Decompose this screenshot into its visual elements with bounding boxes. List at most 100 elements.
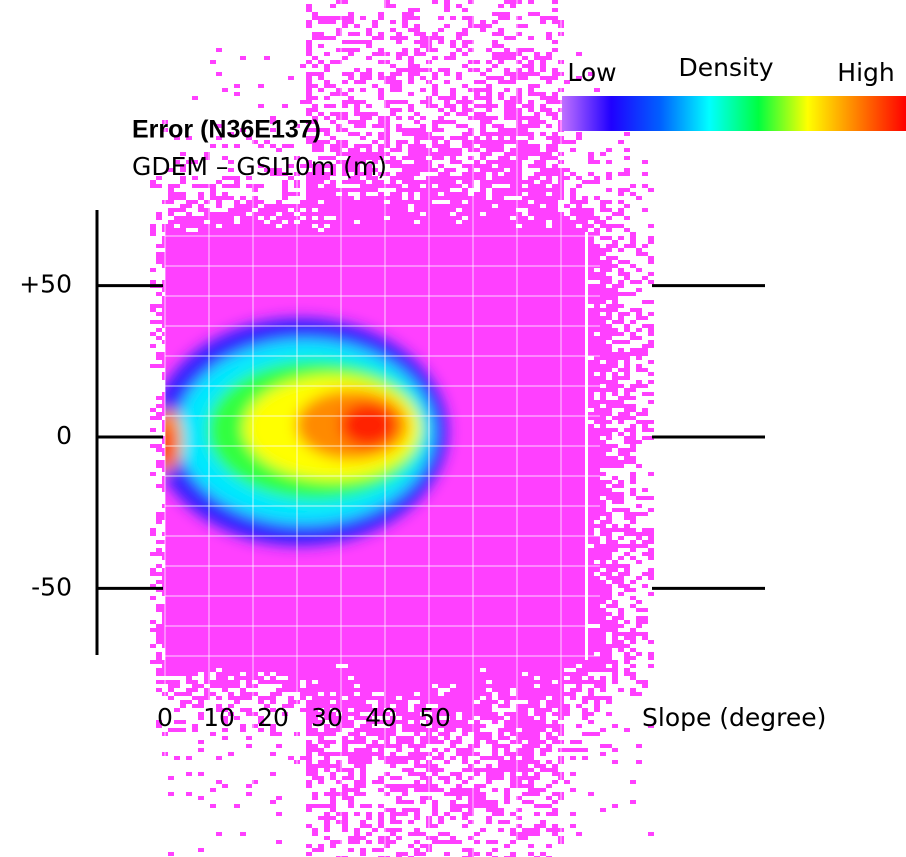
density-cell — [624, 728, 630, 732]
density-cell — [516, 192, 522, 196]
density-cell — [498, 716, 504, 720]
density-cell — [528, 828, 534, 832]
density-cell — [594, 232, 600, 236]
density-cell — [540, 688, 546, 692]
density-cell — [612, 644, 618, 648]
density-cell — [354, 48, 360, 52]
density-cell — [330, 680, 336, 684]
density-cell — [474, 804, 480, 808]
density-cell — [504, 56, 510, 60]
density-cell — [240, 224, 246, 228]
density-cell — [468, 748, 474, 752]
density-cell — [216, 696, 222, 700]
density-cell — [474, 732, 480, 736]
density-cell — [498, 16, 504, 20]
density-cell — [336, 48, 342, 52]
density-cell — [516, 156, 522, 160]
density-cell — [600, 292, 606, 296]
density-cell — [600, 432, 606, 436]
density-cell — [258, 104, 264, 108]
density-cell — [534, 216, 540, 220]
density-cell — [354, 840, 360, 844]
density-cell — [594, 616, 600, 620]
density-cell — [450, 688, 456, 692]
density-cell — [336, 212, 342, 216]
density-cell — [498, 204, 504, 208]
density-cell — [504, 724, 510, 728]
density-cell — [444, 664, 450, 668]
density-cell — [468, 228, 474, 232]
density-cell — [462, 768, 468, 772]
density-cell — [606, 408, 612, 412]
density-cell — [396, 200, 402, 204]
density-cell — [336, 32, 342, 36]
density-cell — [606, 328, 612, 332]
density-cell — [642, 632, 648, 636]
density-cell — [384, 100, 390, 104]
density-cell — [228, 668, 234, 672]
density-cell — [414, 224, 420, 228]
density-cell — [156, 628, 162, 632]
density-cell — [588, 632, 594, 636]
density-cell — [594, 568, 600, 572]
density-cell — [510, 208, 516, 212]
density-cell — [492, 52, 498, 56]
density-cell — [270, 752, 276, 756]
density-cell — [642, 348, 648, 352]
density-cell — [216, 196, 222, 200]
density-cell — [246, 736, 252, 740]
density-cell — [150, 332, 156, 336]
density-cell — [306, 740, 312, 744]
density-cell — [360, 72, 366, 76]
density-cell — [276, 744, 282, 748]
density-cell — [432, 144, 438, 148]
density-cell — [222, 228, 228, 232]
density-cell — [456, 680, 462, 684]
density-cell — [198, 740, 204, 744]
density-cell — [606, 360, 612, 364]
density-cell — [246, 208, 252, 212]
density-cell — [150, 644, 156, 648]
density-cell — [174, 720, 180, 724]
density-cell — [600, 336, 606, 340]
density-cell — [402, 700, 408, 704]
density-cell — [264, 664, 270, 668]
density-cell — [510, 764, 516, 768]
density-cell — [318, 844, 324, 848]
density-cell — [630, 640, 636, 644]
density-cell — [348, 660, 354, 664]
density-cell — [234, 200, 240, 204]
density-cell — [180, 180, 186, 184]
density-cell — [588, 500, 594, 504]
density-cell — [546, 144, 552, 148]
density-cell — [504, 192, 510, 196]
density-cell — [462, 164, 468, 168]
density-cell — [168, 688, 174, 692]
density-cell — [372, 780, 378, 784]
density-cell — [498, 180, 504, 184]
density-cell — [330, 844, 336, 848]
density-cell — [534, 688, 540, 692]
density-cell — [450, 664, 456, 668]
density-cell — [594, 400, 600, 404]
density-cell — [510, 188, 516, 192]
density-cell — [588, 388, 594, 392]
density-cell — [318, 752, 324, 756]
density-cell — [438, 664, 444, 668]
density-cell — [324, 668, 330, 672]
density-cell — [438, 196, 444, 200]
density-cell — [396, 788, 402, 792]
density-cell — [450, 708, 456, 712]
density-cell — [474, 104, 480, 108]
density-cell — [432, 692, 438, 696]
density-cell — [354, 788, 360, 792]
density-cell — [492, 64, 498, 68]
density-cell — [390, 756, 396, 760]
density-cell — [330, 228, 336, 232]
density-cell — [522, 116, 528, 120]
density-cell — [306, 100, 312, 104]
density-cell — [528, 792, 534, 796]
density-cell — [456, 224, 462, 228]
density-cell — [516, 704, 522, 708]
density-cell — [504, 160, 510, 164]
